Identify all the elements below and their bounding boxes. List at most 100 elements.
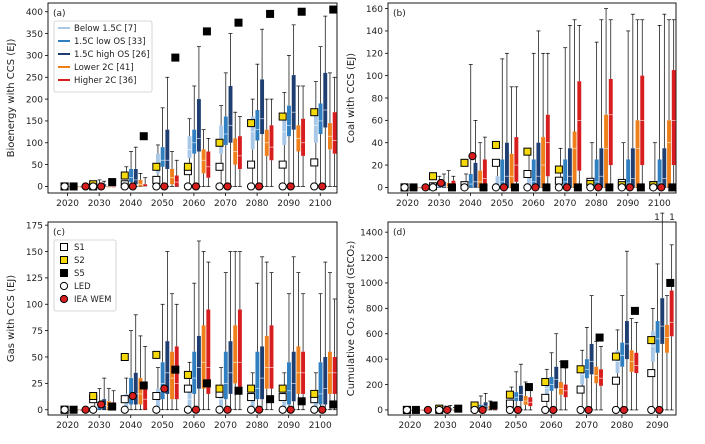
- box: [608, 79, 613, 166]
- x-tick-label: 2050: [151, 421, 174, 431]
- s2-marker: [647, 336, 656, 345]
- iea-wem-marker: [286, 182, 295, 191]
- y-tick-label: 800: [366, 305, 383, 315]
- x-tick-label: 2080: [610, 421, 633, 431]
- iea-wem-marker: [191, 405, 201, 414]
- s2-marker: [183, 162, 192, 171]
- s1-marker: [183, 384, 192, 393]
- led-marker: [541, 405, 550, 415]
- box: [160, 362, 165, 400]
- x-tick-label: 2050: [490, 199, 513, 209]
- led-marker: [152, 182, 161, 191]
- iea-wem-marker: [286, 405, 295, 414]
- s5-marker: [297, 397, 306, 406]
- led-marker: [246, 405, 256, 414]
- s1-marker: [541, 393, 550, 402]
- y-tick-label: 0: [377, 406, 383, 416]
- led-marker: [428, 183, 438, 192]
- s5-marker: [139, 381, 148, 390]
- led-marker: [491, 183, 501, 192]
- y-tick-label: 400: [26, 8, 43, 18]
- y-tick-label: 175: [26, 221, 43, 231]
- box: [291, 75, 296, 130]
- box: [577, 81, 582, 171]
- box: [269, 325, 274, 389]
- box: [287, 362, 291, 405]
- led-marker: [89, 405, 98, 414]
- iea-wem-marker: [594, 183, 603, 192]
- iea-wem-marker: [619, 405, 629, 415]
- led-marker: [611, 405, 621, 415]
- s5-marker: [666, 278, 675, 287]
- s1-marker: [152, 175, 161, 184]
- y-tick-label: 25: [32, 380, 43, 390]
- iea-wem-marker: [562, 183, 571, 192]
- y-tick-label: 150: [26, 248, 43, 258]
- box: [567, 148, 572, 188]
- box: [269, 125, 274, 161]
- x-tick-label: 2100: [648, 199, 671, 209]
- box: [201, 149, 206, 174]
- iea-wem-marker: [254, 405, 264, 414]
- s1-marker: [278, 393, 287, 402]
- s1-marker: [120, 395, 129, 404]
- box: [626, 159, 631, 188]
- box: [196, 335, 201, 389]
- panel-label: (b): [393, 9, 406, 19]
- box: [318, 362, 323, 405]
- box: [255, 351, 260, 400]
- led-marker: [435, 405, 444, 415]
- x-tick-label: 2060: [182, 421, 205, 431]
- s5-marker: [297, 7, 306, 16]
- s2-marker: [247, 119, 256, 128]
- box: [541, 137, 546, 188]
- iea-wem-marker: [655, 405, 664, 415]
- led-marker: [60, 405, 69, 414]
- legend-s2-marker: [60, 256, 68, 264]
- y-tick-label: 0: [37, 406, 43, 416]
- iea-wem-marker: [128, 182, 137, 191]
- legend-label: LED: [74, 282, 91, 292]
- x-tick-label: 2080: [585, 199, 608, 209]
- y-axis-label: Gas with CCS (EJ): [6, 275, 17, 362]
- box: [165, 129, 170, 169]
- box: [468, 174, 473, 188]
- led-marker: [278, 182, 287, 191]
- s2-marker: [183, 370, 192, 379]
- x-tick-label: 2040: [469, 421, 492, 431]
- box: [554, 366, 559, 389]
- iea-wem-marker: [160, 182, 169, 191]
- iea-wem-marker: [549, 405, 558, 415]
- box: [599, 148, 604, 188]
- box: [671, 70, 676, 166]
- legend-box: [53, 20, 153, 93]
- box: [129, 378, 134, 405]
- panel-4: 0 200 400 600 800 1000 1200 1400 2020 2030 2040 205…: [346, 212, 677, 431]
- s1-marker: [576, 385, 585, 394]
- s2-marker: [505, 390, 514, 399]
- s5-marker: [266, 395, 275, 404]
- box: [665, 324, 669, 353]
- x-tick-label: 2070: [214, 199, 237, 209]
- box: [669, 290, 674, 337]
- led-marker: [89, 182, 98, 191]
- led-marker: [215, 405, 224, 414]
- s5-marker: [573, 183, 582, 192]
- box: [483, 402, 488, 409]
- box: [264, 335, 269, 389]
- box: [143, 383, 148, 410]
- s1-marker: [647, 369, 656, 378]
- box: [160, 147, 165, 167]
- box: [531, 159, 536, 188]
- s5-marker: [605, 183, 614, 192]
- iea-wem-marker: [421, 183, 430, 192]
- y-tick-label: 100: [366, 72, 383, 82]
- box: [599, 369, 603, 386]
- s5-marker: [202, 379, 211, 388]
- legend-label: Higher 2C [36]: [74, 76, 136, 86]
- y-tick-label: 200: [366, 381, 383, 391]
- x-tick-label: 2040: [119, 199, 142, 209]
- s2-marker: [523, 147, 532, 156]
- box: [332, 356, 337, 394]
- box: [192, 351, 197, 394]
